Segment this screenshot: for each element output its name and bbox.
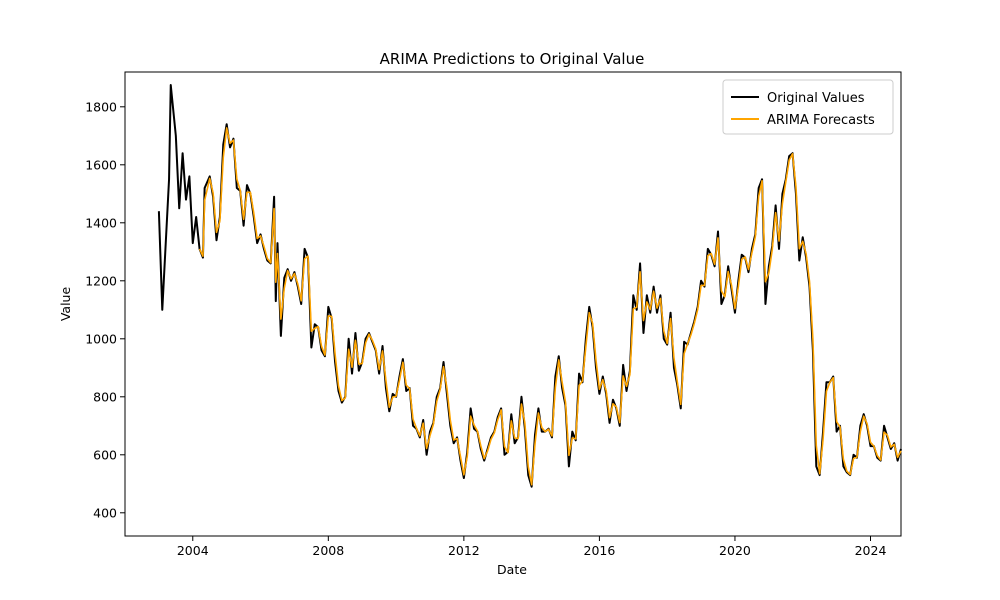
legend-label: Original Values — [767, 91, 865, 106]
series-layer — [157, 84, 902, 488]
y-tick-label: 1800 — [85, 99, 117, 114]
y-tick-label: 1400 — [85, 215, 117, 230]
plot-frame — [124, 71, 902, 537]
x-axis-label: Date — [497, 562, 527, 577]
series-line-original-values — [157, 84, 902, 488]
y-tick-label: 400 — [93, 505, 117, 520]
x-tick-label: 2008 — [312, 543, 344, 558]
y-tick-label: 1600 — [85, 157, 117, 172]
y-tick-label: 1200 — [85, 273, 117, 288]
x-tick-label: 2012 — [448, 543, 480, 558]
legend: Original Values ARIMA Forecasts — [722, 79, 894, 135]
chart-title: ARIMA Predictions to Original Value — [380, 50, 645, 68]
series-line-arima-forecasts — [198, 127, 902, 486]
y-axis: 400 600 800 1000 1200 1400 1600 1800 — [85, 99, 125, 520]
x-tick-label: 2016 — [584, 543, 616, 558]
x-tick-label: 2024 — [855, 543, 887, 558]
legend-label: ARIMA Forecasts — [767, 113, 875, 128]
y-tick-label: 800 — [93, 389, 117, 404]
x-tick-label: 2020 — [719, 543, 751, 558]
y-tick-label: 600 — [93, 447, 117, 462]
x-axis: 2004 2008 2012 2016 2020 2024 — [177, 536, 887, 558]
x-tick-label: 2004 — [177, 543, 209, 558]
y-tick-label: 1000 — [85, 331, 117, 346]
y-axis-label: Value — [58, 287, 73, 322]
legend-box — [722, 79, 894, 135]
